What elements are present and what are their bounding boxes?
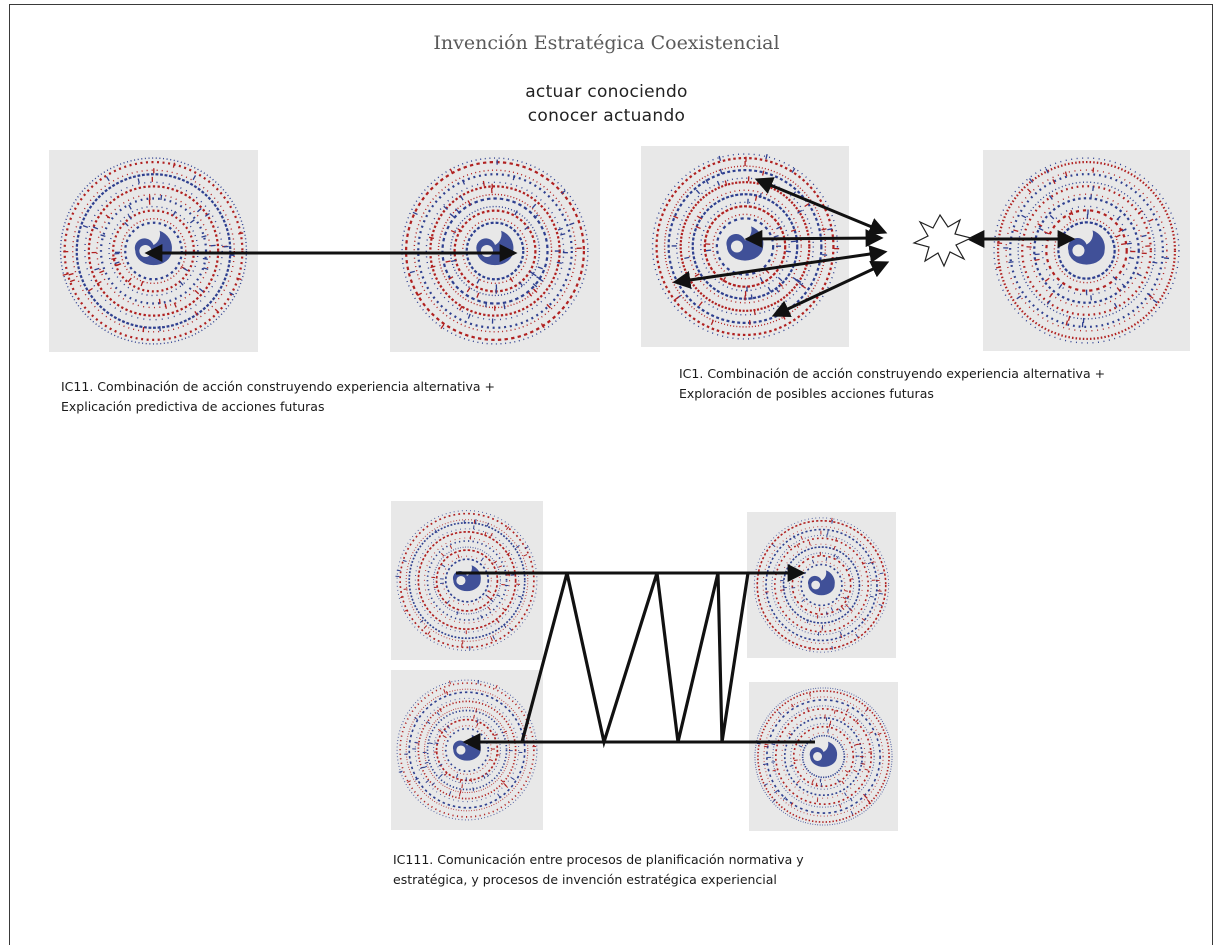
spiral-pattern-icon [983, 150, 1190, 351]
spiral-tile-ic1-left [641, 146, 849, 347]
page-title: Invención Estratégica Coexistencial [0, 32, 1213, 54]
caption-ic11-line-2: Explicación predictiva de acciones futur… [61, 397, 495, 417]
spiral-pattern-icon [391, 501, 543, 660]
spiral-tile-ic111-bottom-right [749, 682, 898, 831]
caption-ic1: IC1. Combinación de acción construyendo … [679, 364, 1105, 404]
spiral-pattern-icon [747, 512, 896, 658]
spiral-tile-ic111-top-right [747, 512, 896, 658]
spiral-tile-ic111-bottom-left [391, 670, 543, 830]
motto-line-2: conocer actuando [0, 106, 1213, 126]
caption-ic11: IC11. Combinación de acción construyendo… [61, 377, 495, 417]
spiral-tile-ic1-right [983, 150, 1190, 351]
caption-ic1-line-2: Exploración de posibles acciones futuras [679, 384, 1105, 404]
spiral-tile-ic11-right [390, 150, 600, 352]
motto-line-1: actuar conociendo [0, 82, 1213, 102]
caption-ic111-line-1: IC111. Comunicación entre procesos de pl… [393, 850, 804, 870]
caption-ic111: IC111. Comunicación entre procesos de pl… [393, 850, 804, 890]
spiral-pattern-icon [641, 146, 849, 347]
spiral-pattern-icon [49, 150, 258, 352]
spiral-tile-ic111-top-left [391, 501, 543, 660]
caption-ic1-line-1: IC1. Combinación de acción construyendo … [679, 364, 1105, 384]
caption-ic11-line-1: IC11. Combinación de acción construyendo… [61, 377, 495, 397]
spiral-tile-ic11-left [49, 150, 258, 352]
caption-ic111-line-2: estratégica, y procesos de invención est… [393, 870, 804, 890]
page-frame [9, 4, 1213, 945]
spiral-pattern-icon [391, 670, 543, 830]
spiral-pattern-icon [749, 682, 898, 831]
spiral-pattern-icon [390, 150, 600, 352]
